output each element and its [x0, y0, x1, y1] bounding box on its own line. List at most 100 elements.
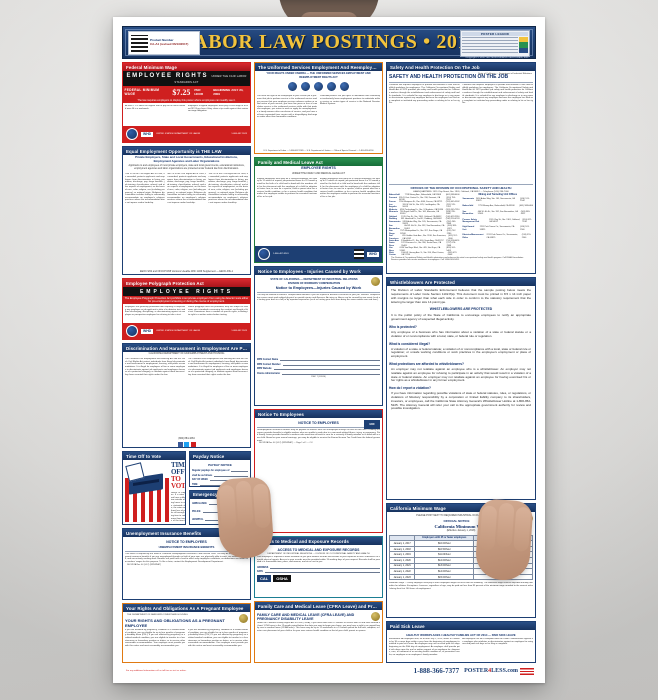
- dwc-center-title: Notice to Employees—Injuries Caused by W…: [275, 286, 362, 291]
- dwc-field-input-3[interactable]: [282, 371, 380, 375]
- panel-userra: The Uniformed Services Employment And Re…: [254, 62, 383, 154]
- amer-body-text: Your employer is required to make availa…: [257, 556, 380, 564]
- payday-field-input-1[interactable]: [214, 473, 248, 477]
- dirr-addr-3: 1515 Clay St., Ste. 1301, Oakland, CA 94…: [489, 218, 520, 224]
- copyright-text: Copyright © 2017 ELITE BUSINESS VENTURES…: [465, 56, 529, 59]
- emergency-input-0[interactable]: [208, 502, 218, 506]
- nte-pub: DE 1857A Rev. 44 (1-17) (INTERNET) — Pag…: [259, 442, 313, 445]
- dirr-addr-1: 7718 Meany Ave., Bakersfield, CA 93308: [478, 205, 515, 208]
- youtube-icon[interactable]: [190, 442, 196, 447]
- amer-field-label-1: DATE: [257, 571, 264, 574]
- dir-city-15: West Covina: [389, 251, 396, 257]
- cmw-official-notice: OFFICIAL NOTICE: [443, 519, 470, 524]
- wb-answer-0: Any employee of a business who has infor…: [391, 329, 531, 338]
- panel-whistleblowers-are-protected: Whistleblowers Are Protected The Divisio…: [386, 277, 536, 500]
- emergency-input-2[interactable]: [202, 510, 218, 514]
- shp-footnote: The Division of Occupational Safety and …: [391, 256, 524, 261]
- fmla-footer-phone: 1-866-487-9243: [273, 252, 289, 255]
- polygraph-redline: The Employee Polygraph Protection Act pr…: [123, 296, 250, 305]
- dwc-field-label-0: MPN Contact Name: [257, 358, 279, 361]
- nte-center-title: NOTICE TO EMPLOYEES: [298, 421, 339, 426]
- panel-time-off-to-vote: Time Off to Vote TIME OFF: [122, 451, 186, 525]
- state-seal-icon: [239, 614, 248, 624]
- dir-city-2: Fresno: [389, 201, 396, 204]
- emergency-input-4[interactable]: [205, 518, 218, 522]
- directory-col-right: Mining and Tunneling Unit Offices Sacram…: [462, 193, 534, 257]
- wb-question-2: What protections are afforded to whistle…: [389, 361, 464, 366]
- userra-band: YOUR RIGHTS UNDER USERRA — THE UNIFORMED…: [266, 72, 371, 79]
- footer-phone[interactable]: 1-888-366-7377: [413, 667, 460, 675]
- poster-legend-box: POSTER LEGEND: [460, 30, 530, 57]
- fmla-masthead-sub: UNDER THE FAMILY AND MEDICAL LEAVE ACT: [291, 171, 346, 175]
- poster-legend-chips: [519, 37, 528, 53]
- dirr-phone-3: (510) 622-2916: [522, 218, 532, 224]
- twitter-icon[interactable]: [184, 442, 189, 447]
- coast-guard-seal-icon: [340, 82, 349, 92]
- dir-city-6: Oakland: [389, 215, 397, 218]
- column-1: Federal Minimum Wage EMPLOYEE RIGHTS UND…: [122, 62, 251, 663]
- body-text-col-1: If you are disabled by pregnancy, childb…: [125, 629, 186, 647]
- cmw-effective: (Effective January 1, 2018): [446, 529, 476, 533]
- poster-legend-title: POSTER LEGEND: [462, 32, 528, 36]
- dwc-field-label-3: Claims Administrator: [257, 372, 281, 375]
- payday-field-input-0[interactable]: [231, 468, 248, 472]
- panel-title: Notice To Employees: [255, 410, 382, 419]
- amer-field-input-0[interactable]: [270, 565, 380, 569]
- dir-phone-3: (213) 576-7451: [446, 203, 456, 209]
- cfra-body-text: Under the California Family Rights Act o…: [257, 622, 380, 632]
- dwc-field-label-1: MPN Contact Number: [257, 363, 281, 366]
- dol-footer-bar: WHD UNITED STATES DEPARTMENT OF LABOR 1-…: [123, 126, 250, 142]
- amer-field-input-1[interactable]: [265, 570, 380, 574]
- userra-footer: U.S. Department of Labor — 1-866-487-236…: [263, 150, 374, 152]
- dol-footer-bar: WHD UNITED STATES DEPARTMENT OF LABOR 1-…: [123, 323, 250, 339]
- dirr-phone-2: (909) 383-4321: [520, 210, 531, 216]
- userra-branch-seals: [255, 80, 382, 93]
- facebook-icon[interactable]: [177, 442, 183, 447]
- vote-body-text: Notice to Employees: If a voter does not…: [171, 491, 185, 522]
- directory-right-title: Mining and Tunneling Unit Offices: [478, 193, 518, 197]
- dwc-field-input-1[interactable]: [282, 362, 380, 366]
- emergency-label-0: AMBULANCE: [192, 503, 207, 506]
- payday-field-label-0: Regular paydays for employees of: [192, 469, 230, 472]
- dir-dept-line: State of California — Department of Indu…: [478, 73, 532, 76]
- poster4less-logo[interactable]: POSTER 4 LESS.com: [464, 667, 534, 675]
- dwc-field-label-2: MPN Website: [257, 368, 272, 371]
- panel-discrimination-harassment-prohibited: Discrimination And Harassment in Employm…: [122, 343, 251, 448]
- dwc-state-line: STATE OF CALIFORNIA — DEPARTMENT OF INDU…: [270, 278, 358, 282]
- dir-city-10: San Diego: [389, 230, 395, 235]
- logo-part-b: 4: [488, 668, 492, 674]
- dir-phone-6: (510) 622-2916: [445, 215, 460, 218]
- dir-city-9: San Bernardino: [389, 225, 400, 230]
- eeo-band: Private Employers, State and Local Gover…: [123, 155, 250, 164]
- logo-part-a: POSTER: [464, 668, 489, 674]
- body-text-col-2: USERRA protects the job rights of indivi…: [319, 95, 380, 106]
- footer-phone: 1-866-487-9243: [231, 132, 247, 135]
- pregnancy-center-title: YOUR RIGHTS AND OBLIGATIONS AS A PREGNAN…: [125, 618, 225, 629]
- body-text-col-2: An employee can file a complaint with th…: [462, 638, 533, 646]
- payday-center-title: PAYDAY NOTICE: [208, 463, 232, 468]
- panel-title: Employee Polygraph Protection Act: [123, 279, 250, 288]
- whd-mark: WHD: [366, 251, 379, 257]
- ui-center-title: NOTICE TO EMPLOYEES: [166, 540, 207, 545]
- dirr-city-2: San Bernardino: [462, 210, 474, 216]
- product-number: CA-A1 (revised 06/13/2017): [150, 42, 189, 46]
- panel-pregnant-employee-rights: Your Rights And Obligations As A Pregnan…: [122, 603, 251, 663]
- body-text-col-3: Title VII of the Civil Rights Act of 196…: [208, 173, 249, 204]
- social-icons: [123, 442, 250, 447]
- whd-mark: WHD: [141, 328, 154, 334]
- dfeh-contact-phone: (800) 884-1684: [178, 437, 195, 440]
- wb-question-0: Who is protected?: [389, 324, 417, 329]
- wb-intro: The Division of Labor Standards Enforcem…: [391, 288, 531, 304]
- payday-field-label-1: shall be as follows: [192, 474, 213, 477]
- dfeh-dept: THE DEPARTMENT OF FAIR EMPLOYMENT AND HO…: [127, 614, 188, 617]
- dir-city-5: Monrovia: [389, 211, 398, 214]
- wb-center-sub: It is the public policy of the State of …: [391, 313, 531, 322]
- dir-addr-8: 2424 Arden Way, Ste. 165, Sacramento, CA…: [402, 220, 442, 226]
- mw-r6c1: $15.00/hour: [414, 573, 475, 581]
- dir-phone-5: (626) 239-0369: [446, 211, 456, 216]
- dir-phone-10: (619) 767-2280: [446, 230, 456, 235]
- dwc-field-input-0[interactable]: [280, 357, 380, 361]
- dwc-field-input-2[interactable]: [273, 367, 380, 371]
- person-hand-right: [474, 498, 534, 582]
